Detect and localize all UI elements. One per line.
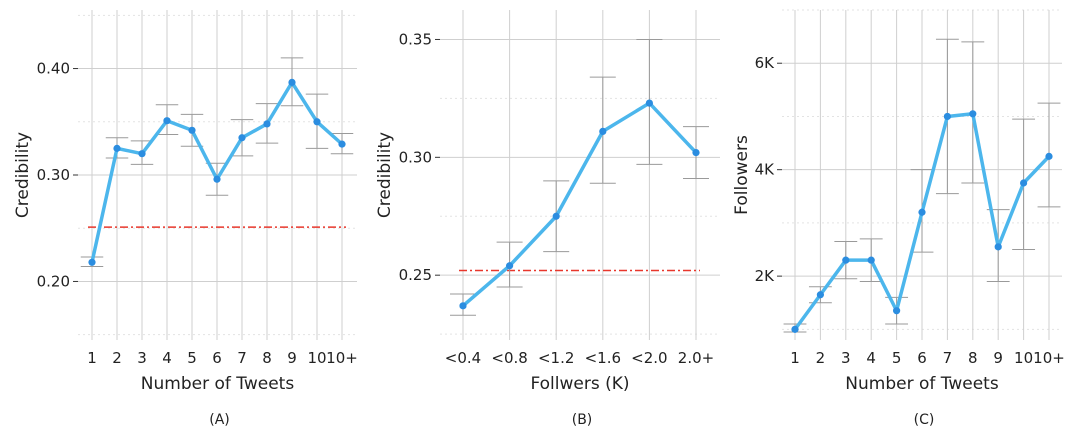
x-tick-label: 6	[212, 349, 222, 367]
panel-a-credibility-by-tweets: 0.20 0.30 0.40 1 2 3 4 5 6 7 8 9 10 10+ Number of Twee…	[13, 10, 358, 428]
x-axis-title: Follwers (K)	[530, 374, 629, 394]
data-point	[506, 262, 514, 270]
x-tick-label: <1.2	[538, 349, 574, 367]
data-point	[1020, 179, 1028, 187]
x-tick-label: 10	[307, 349, 326, 367]
data-point	[163, 117, 171, 125]
y-tick-label: 2K	[755, 267, 776, 285]
y-tick-label: 4K	[755, 161, 776, 179]
x-tick-label: 2	[816, 349, 826, 367]
x-axis-title: Number of Tweets	[845, 374, 999, 394]
panel-b-credibility-by-followers: 0.25 0.30 0.35 <0.4 <0.8 <1.2 <1.6 <2.0 2.0+ Foll…	[375, 10, 720, 428]
data-point	[867, 256, 875, 264]
x-tick-label: 8	[968, 349, 978, 367]
x-tick-label: 1	[790, 349, 800, 367]
x-tick-label: 3	[841, 349, 851, 367]
y-tick-label: 0.25	[399, 266, 432, 284]
x-tick-label: 3	[137, 349, 147, 367]
data-point	[969, 110, 977, 118]
panel-label: (B)	[572, 412, 593, 428]
y-axis-title: Followers	[732, 135, 752, 215]
y-tick-label: 0.30	[37, 166, 70, 184]
data-point	[188, 126, 196, 134]
x-tick-label: 10+	[326, 349, 358, 367]
y-tick-label: 0.40	[37, 60, 70, 78]
y-tick-label: 6K	[755, 54, 776, 72]
panel-label: (C)	[914, 412, 935, 428]
x-tick-label: 10	[1014, 349, 1033, 367]
data-point	[238, 134, 246, 142]
x-tick-label: 10+	[1033, 349, 1065, 367]
y-tick-label: 0.30	[399, 148, 432, 166]
data-point	[113, 144, 121, 152]
y-tick-label: 0.20	[37, 272, 70, 290]
data-point	[288, 78, 296, 86]
y-tick-label: 0.35	[399, 30, 432, 48]
x-tick-label: <2.0	[631, 349, 667, 367]
x-tick-label: 8	[262, 349, 272, 367]
x-tick-label: 2.0+	[678, 349, 714, 367]
x-tick-label: <1.6	[585, 349, 621, 367]
x-tick-label: 1	[87, 349, 97, 367]
x-axis-title: Number of Tweets	[141, 374, 295, 394]
data-point	[88, 258, 96, 266]
x-tick-label: 2	[112, 349, 122, 367]
data-point	[263, 120, 271, 128]
data-point	[338, 140, 346, 148]
x-tick-label: <0.8	[491, 349, 527, 367]
data-point	[138, 150, 146, 158]
x-tick-label: 4	[866, 349, 876, 367]
data-point	[994, 243, 1002, 251]
panel-c-followers-by-tweets: 2K 4K 6K 1 2 3 4 5 6 7 8 9 10 10+ Number of Tweets Foll…	[732, 9, 1065, 428]
data-point	[313, 118, 321, 126]
data-point	[943, 112, 952, 121]
x-tick-label: 5	[187, 349, 197, 367]
data-point	[552, 212, 560, 220]
x-tick-label: 9	[287, 349, 297, 367]
data-point	[213, 175, 221, 183]
data-point	[1045, 152, 1053, 160]
x-tick-label: 9	[993, 349, 1003, 367]
x-tick-label: 7	[943, 349, 953, 367]
x-tick-label: 6	[917, 349, 927, 367]
data-point	[692, 149, 700, 157]
series-line	[461, 101, 698, 308]
data-point	[645, 99, 654, 107]
data-point	[459, 302, 467, 310]
data-point	[816, 291, 825, 299]
data-point	[918, 208, 926, 216]
data-point	[599, 127, 607, 135]
data-point	[893, 307, 901, 315]
x-tick-label: 7	[237, 349, 247, 367]
x-tick-label: <0.4	[445, 349, 481, 367]
y-axis-title: Credibility	[375, 132, 395, 218]
x-tick-label: 5	[892, 349, 902, 367]
y-axis-title: Credibility	[13, 132, 33, 218]
data-point	[842, 256, 850, 264]
panel-label: (A)	[209, 412, 230, 428]
x-tick-label: 4	[162, 349, 172, 367]
data-point	[791, 325, 799, 333]
